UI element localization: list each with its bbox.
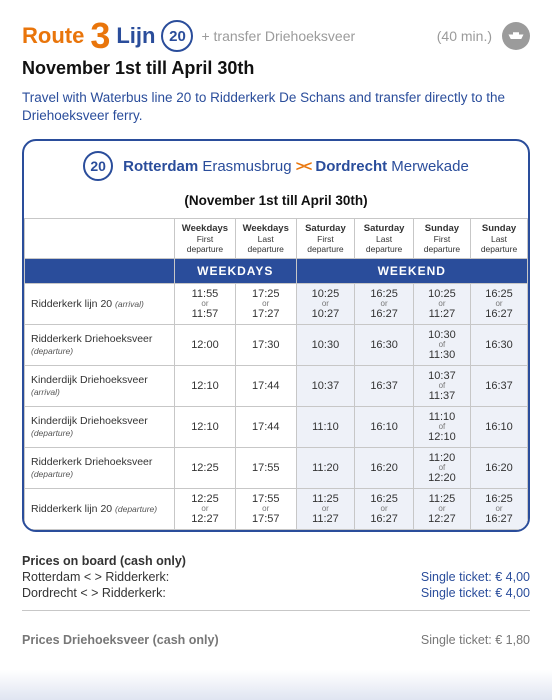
time-cell: 10:37 — [296, 366, 355, 407]
ferry-icon — [502, 22, 530, 50]
time-cell: 11:55or11:57 — [175, 284, 236, 325]
time-cell: 12:10 — [175, 366, 236, 407]
row-label: Kinderdijk Driehoeksveer (arrival) — [25, 366, 175, 407]
time-cell: 17:55or17:57 — [235, 489, 296, 530]
row-label: Ridderkerk Driehoeksveer (departure) — [25, 448, 175, 489]
time-cell: 11:20of12:20 — [413, 448, 470, 489]
header-row: Route 3 Lijn 20 + transfer Driehoeksveer… — [22, 18, 530, 54]
time-cell: 17:25or17:27 — [235, 284, 296, 325]
time-cell: 10:25or11:27 — [413, 284, 470, 325]
time-cell: 11:25or11:27 — [296, 489, 355, 530]
time-cell: 17:44 — [235, 407, 296, 448]
column-header-row: WeekdaysFirst departure WeekdaysLast dep… — [25, 219, 528, 259]
date-range: November 1st till April 30th — [22, 58, 530, 79]
section-weekdays: WEEKDAYS — [175, 259, 297, 284]
time-cell: 12:25or12:27 — [175, 489, 236, 530]
time-cell: 17:30 — [235, 325, 296, 366]
table-row: Ridderkerk lijn 20 (arrival)11:55or11:57… — [25, 284, 528, 325]
prices-header-1: Prices on board (cash only) — [22, 554, 530, 568]
time-cell: 16:25or16:27 — [355, 489, 414, 530]
prices-block-2: Prices Driehoeksveer (cash only) Single … — [22, 633, 530, 647]
row-label: Ridderkerk Driehoeksveer (departure) — [25, 325, 175, 366]
time-cell: 16:30 — [471, 325, 528, 366]
col-h-0: WeekdaysFirst departure — [175, 219, 236, 259]
time-cell: 16:37 — [471, 366, 528, 407]
prices-header-2: Prices Driehoeksveer (cash only) — [22, 633, 219, 647]
price-right-2: Single ticket: € 1,80 — [421, 633, 530, 647]
col-h-5: SundayLast departure — [471, 219, 528, 259]
time-cell: 11:20 — [296, 448, 355, 489]
panel-subtitle: (November 1st till April 30th) — [184, 193, 367, 208]
col-h-1: WeekdaysLast departure — [235, 219, 296, 259]
col-h-3: SaturdayLast departure — [355, 219, 414, 259]
time-cell: 10:30 — [296, 325, 355, 366]
city-b-bold: Dordrecht — [315, 158, 387, 175]
price-left: Dordrecht < > Ridderkerk: — [22, 586, 166, 600]
time-cell: 10:30of11:30 — [413, 325, 470, 366]
col-h-2: SaturdayFirst departure — [296, 219, 355, 259]
time-cell: 16:10 — [355, 407, 414, 448]
time-cell: 16:20 — [471, 448, 528, 489]
price-right: Single ticket: € 4,00 — [421, 586, 530, 600]
time-cell: 12:00 — [175, 325, 236, 366]
col-h-4: SundayFirst departure — [413, 219, 470, 259]
time-cell: 12:10 — [175, 407, 236, 448]
panel-line-badge: 20 — [83, 151, 113, 181]
time-cell: 11:25or12:27 — [413, 489, 470, 530]
row-label: Kinderdijk Driehoeksveer (departure) — [25, 407, 175, 448]
time-cell: 16:10 — [471, 407, 528, 448]
duration-text: (40 min.) — [437, 28, 492, 44]
intro-text: Travel with Waterbus line 20 to Ridderke… — [22, 89, 530, 125]
time-cell: 16:25or16:27 — [471, 489, 528, 530]
table-row: Ridderkerk Driehoeksveer (departure)12:2… — [25, 448, 528, 489]
direction-sep: >< — [296, 158, 312, 175]
city-b-rest: Merwekade — [391, 158, 469, 175]
table-row: Ridderkerk lijn 20 (departure)12:25or12:… — [25, 489, 528, 530]
route-label: Route — [22, 23, 84, 49]
row-label: Ridderkerk lijn 20 (departure) — [25, 489, 175, 530]
transfer-text: + transfer Driehoeksveer — [201, 28, 355, 44]
section-weekend: WEEKEND — [296, 259, 527, 284]
time-cell: 16:37 — [355, 366, 414, 407]
city-a-bold: Rotterdam — [123, 158, 198, 175]
time-cell: 10:37of11:37 — [413, 366, 470, 407]
divider — [22, 610, 530, 611]
time-cell: 16:25or16:27 — [355, 284, 414, 325]
time-cell: 16:30 — [355, 325, 414, 366]
time-cell: 11:10of12:10 — [413, 407, 470, 448]
col-blank — [25, 219, 175, 259]
panel-header: 20 Rotterdam Erasmusbrug >< Dordrecht Me… — [24, 141, 528, 218]
timetable-panel: 20 Rotterdam Erasmusbrug >< Dordrecht Me… — [22, 139, 530, 532]
timetable: WeekdaysFirst departure WeekdaysLast dep… — [24, 218, 528, 530]
table-row: Kinderdijk Driehoeksveer (arrival)12:101… — [25, 366, 528, 407]
time-cell: 11:10 — [296, 407, 355, 448]
section-row: WEEKDAYS WEEKEND — [25, 259, 528, 284]
price-right: Single ticket: € 4,00 — [421, 570, 530, 584]
table-row: Kinderdijk Driehoeksveer (departure)12:1… — [25, 407, 528, 448]
price-row: Rotterdam < > Ridderkerk: Single ticket:… — [22, 570, 530, 584]
time-cell: 10:25or10:27 — [296, 284, 355, 325]
price-row: Dordrecht < > Ridderkerk: Single ticket:… — [22, 586, 530, 600]
city-a-rest: Erasmusbrug — [202, 158, 291, 175]
price-left: Rotterdam < > Ridderkerk: — [22, 570, 169, 584]
panel-title: Rotterdam Erasmusbrug >< Dordrecht Merwe… — [123, 158, 469, 175]
time-cell: 17:55 — [235, 448, 296, 489]
route-number: 3 — [90, 18, 110, 54]
bottom-fade — [0, 670, 552, 700]
time-cell: 16:25or16:27 — [471, 284, 528, 325]
time-cell: 16:20 — [355, 448, 414, 489]
line-number-badge: 20 — [161, 20, 193, 52]
lijn-label: Lijn — [116, 23, 155, 49]
prices-block-1: Prices on board (cash only) Rotterdam < … — [22, 554, 530, 600]
time-cell: 12:25 — [175, 448, 236, 489]
table-row: Ridderkerk Driehoeksveer (departure)12:0… — [25, 325, 528, 366]
time-cell: 17:44 — [235, 366, 296, 407]
row-label: Ridderkerk lijn 20 (arrival) — [25, 284, 175, 325]
